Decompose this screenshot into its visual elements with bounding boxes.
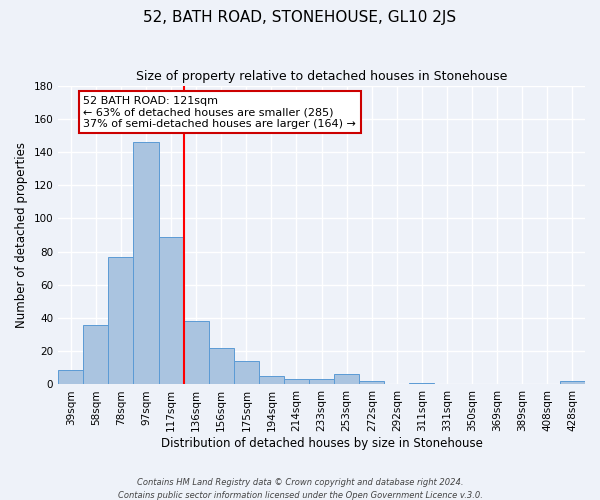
Bar: [409, 383, 434, 384]
Bar: [334, 374, 359, 384]
X-axis label: Distribution of detached houses by size in Stonehouse: Distribution of detached houses by size …: [161, 437, 482, 450]
Y-axis label: Number of detached properties: Number of detached properties: [15, 142, 28, 328]
Bar: [309, 380, 334, 384]
Title: Size of property relative to detached houses in Stonehouse: Size of property relative to detached ho…: [136, 70, 507, 83]
Bar: [83, 324, 109, 384]
Bar: [560, 381, 585, 384]
Bar: [158, 236, 184, 384]
Text: 52, BATH ROAD, STONEHOUSE, GL10 2JS: 52, BATH ROAD, STONEHOUSE, GL10 2JS: [143, 10, 457, 25]
Bar: [359, 381, 385, 384]
Text: Contains HM Land Registry data © Crown copyright and database right 2024.
Contai: Contains HM Land Registry data © Crown c…: [118, 478, 482, 500]
Bar: [284, 380, 309, 384]
Bar: [259, 376, 284, 384]
Bar: [58, 370, 83, 384]
Bar: [109, 256, 133, 384]
Bar: [209, 348, 234, 385]
Bar: [133, 142, 158, 384]
Bar: [234, 361, 259, 384]
Text: 52 BATH ROAD: 121sqm
← 63% of detached houses are smaller (285)
37% of semi-deta: 52 BATH ROAD: 121sqm ← 63% of detached h…: [83, 96, 356, 128]
Bar: [184, 322, 209, 384]
